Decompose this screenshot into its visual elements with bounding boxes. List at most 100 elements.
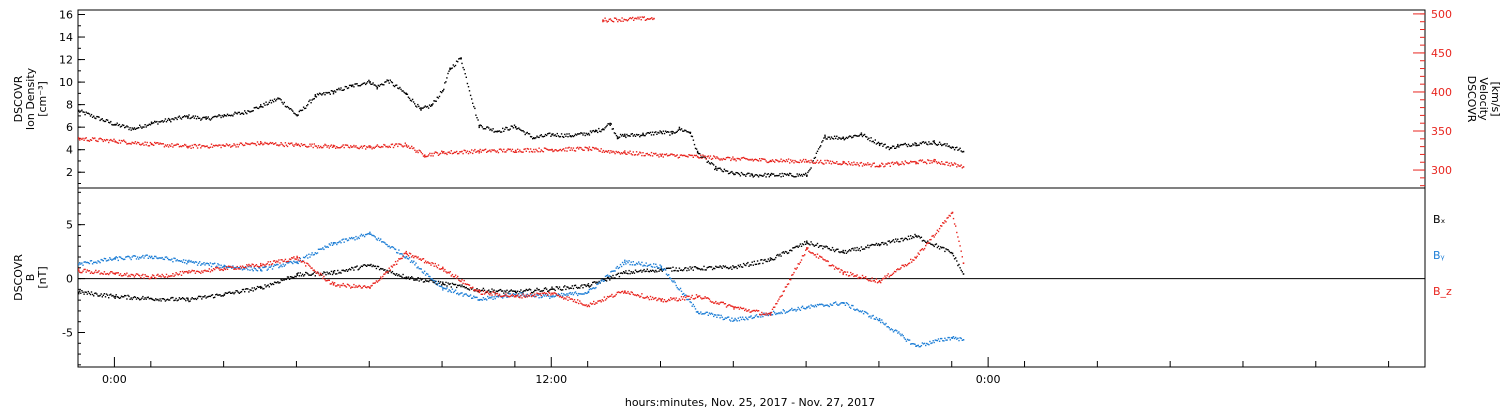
data-point xyxy=(734,306,736,308)
data-point xyxy=(611,270,613,272)
data-point xyxy=(817,304,820,306)
data-point xyxy=(238,268,240,270)
data-point xyxy=(411,98,414,101)
data-point xyxy=(132,274,134,276)
data-point xyxy=(156,142,158,144)
data-point xyxy=(216,265,218,267)
data-point xyxy=(730,266,732,268)
data-point xyxy=(737,264,739,267)
data-point xyxy=(716,316,718,318)
data-point xyxy=(605,275,608,277)
data-point xyxy=(584,146,586,148)
data-point xyxy=(427,107,430,109)
data-point xyxy=(221,144,223,146)
data-point xyxy=(654,266,656,268)
data-point xyxy=(189,261,191,263)
data-point xyxy=(639,263,641,265)
data-point xyxy=(786,252,789,255)
data-point xyxy=(360,84,363,86)
data-point xyxy=(959,267,961,269)
data-point xyxy=(931,243,933,246)
data-point xyxy=(187,117,189,119)
data-point xyxy=(769,257,772,259)
data-point xyxy=(161,298,163,300)
data-point xyxy=(460,57,462,59)
data-point xyxy=(465,76,467,78)
data-point xyxy=(891,329,894,331)
data-point xyxy=(621,272,624,275)
left-axis-label-line: [nT] xyxy=(36,266,49,288)
data-point xyxy=(626,272,628,274)
data-point xyxy=(383,143,385,146)
data-point xyxy=(478,289,480,292)
data-point xyxy=(708,266,711,268)
data-point xyxy=(857,277,859,279)
data-point xyxy=(889,165,891,167)
data-point xyxy=(259,286,261,288)
data-point xyxy=(892,239,895,241)
data-point xyxy=(649,131,652,134)
data-point xyxy=(925,344,927,347)
data-point xyxy=(545,148,548,150)
data-point xyxy=(237,267,239,269)
data-point xyxy=(684,299,686,301)
data-point xyxy=(675,131,677,133)
data-point xyxy=(920,345,923,347)
data-point xyxy=(231,114,233,116)
data-point xyxy=(899,163,901,165)
data-point xyxy=(566,150,568,152)
data-point xyxy=(231,145,233,148)
data-point xyxy=(817,246,820,248)
data-point xyxy=(759,174,761,176)
data-point xyxy=(922,141,925,143)
data-point xyxy=(734,266,736,268)
data-point xyxy=(284,105,287,108)
data-point xyxy=(359,85,361,87)
data-point xyxy=(317,248,320,250)
data-point xyxy=(521,151,523,153)
data-point xyxy=(687,298,689,301)
data-point xyxy=(633,294,636,296)
data-point xyxy=(639,136,641,138)
data-point xyxy=(83,139,85,141)
data-point xyxy=(176,299,178,302)
data-point xyxy=(205,116,207,118)
data-point xyxy=(961,151,963,153)
data-point xyxy=(479,148,481,151)
data-point xyxy=(823,245,825,248)
data-point xyxy=(713,155,715,157)
data-point xyxy=(956,166,958,168)
data-point xyxy=(375,85,377,87)
data-point xyxy=(957,337,959,339)
data-point xyxy=(804,254,806,256)
data-point xyxy=(176,118,178,121)
data-point xyxy=(246,267,248,269)
data-point xyxy=(339,286,341,288)
data-point xyxy=(367,264,369,266)
data-point xyxy=(280,259,282,261)
data-point xyxy=(325,246,327,248)
data-point xyxy=(886,146,888,148)
data-point xyxy=(703,297,705,300)
data-point xyxy=(251,263,253,265)
data-point xyxy=(737,172,739,175)
data-point xyxy=(227,266,230,268)
data-point xyxy=(201,263,203,265)
data-point xyxy=(940,225,942,227)
data-point xyxy=(272,265,275,268)
data-point xyxy=(473,105,475,108)
data-point xyxy=(466,288,469,290)
data-point xyxy=(543,147,546,149)
data-point xyxy=(956,231,958,234)
data-point xyxy=(508,290,510,293)
data-point xyxy=(182,272,185,274)
data-point xyxy=(650,265,653,268)
data-point xyxy=(83,293,85,295)
data-point xyxy=(234,144,236,146)
data-point xyxy=(430,264,432,266)
data-point xyxy=(601,299,603,301)
data-point xyxy=(746,317,748,320)
data-point xyxy=(783,252,785,254)
data-point xyxy=(786,283,789,286)
data-point xyxy=(118,123,121,126)
